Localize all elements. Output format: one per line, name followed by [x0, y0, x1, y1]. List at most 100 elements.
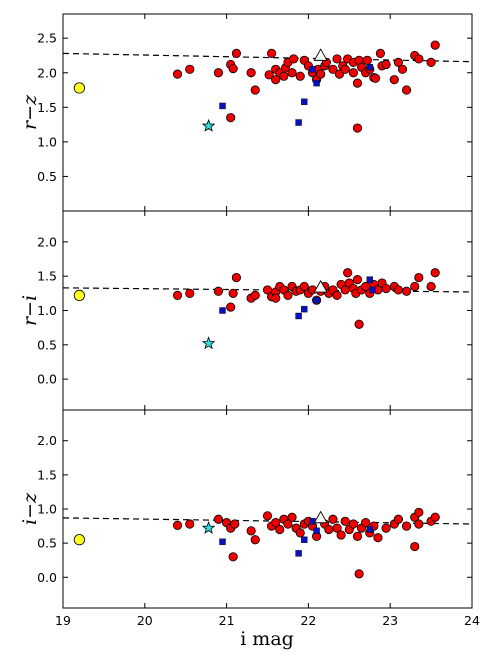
- galaxy-point: [231, 272, 242, 283]
- galaxy-point: [328, 64, 338, 74]
- reference-circle-point: [73, 82, 85, 94]
- galaxy-point: [287, 512, 297, 522]
- square-point: [301, 305, 308, 313]
- square-point: [366, 526, 373, 533]
- galaxy-point: [172, 290, 183, 301]
- galaxy-point: [289, 54, 299, 64]
- y-tick-label: 2.0: [37, 433, 57, 448]
- plot-area: [63, 40, 472, 133]
- galaxy-point: [262, 511, 273, 521]
- panel-1: 0.5 1.0 1.5 2.0 2.5 r−z: [19, 13, 473, 212]
- galaxy-point: [340, 516, 350, 526]
- y-tick-label: 1.0: [37, 134, 57, 149]
- galaxy-point: [246, 68, 256, 78]
- galaxy-point: [172, 69, 183, 79]
- x-tick-label: 23: [382, 613, 398, 628]
- square-point: [219, 102, 226, 110]
- galaxy-point: [414, 272, 424, 283]
- y-tick-label: 1.0: [37, 502, 57, 517]
- galaxy-point: [352, 123, 363, 133]
- galaxy-point: [410, 281, 420, 292]
- galaxy-point: [352, 531, 363, 541]
- galaxy-point: [352, 275, 363, 285]
- y-tick-label: 2.0: [37, 234, 57, 249]
- square-point: [313, 527, 320, 535]
- star-point: [201, 336, 216, 350]
- y-tick-label: 0.5: [37, 536, 57, 551]
- galaxy-point: [348, 68, 358, 78]
- galaxy-point: [348, 519, 358, 529]
- galaxy-point: [185, 288, 195, 298]
- galaxy-point: [264, 70, 274, 80]
- panel-3: 0.0 0.5 1.0 1.5 2.0 19 20 21 22 23 24 i−z: [19, 409, 480, 628]
- galaxy-point: [316, 69, 326, 79]
- galaxy-point: [275, 524, 285, 535]
- galaxy-point: [228, 288, 238, 298]
- x-tick-label: 19: [55, 613, 71, 628]
- square-point: [301, 98, 308, 105]
- galaxy-point: [271, 75, 281, 85]
- galaxy-point: [361, 518, 371, 528]
- galaxy-point: [271, 293, 281, 303]
- square-point: [301, 536, 308, 543]
- y-axis-label: r−z: [19, 94, 41, 130]
- x-tick-label: 20: [137, 613, 153, 628]
- galaxy-point: [426, 57, 436, 67]
- triangle-point: [313, 510, 328, 524]
- galaxy-point: [343, 268, 353, 278]
- galaxy-point: [381, 59, 391, 70]
- galaxy-point: [426, 281, 436, 292]
- galaxy-point: [375, 48, 385, 59]
- square-point: [366, 64, 373, 71]
- square-point: [313, 297, 320, 304]
- galaxy-point: [213, 286, 224, 296]
- galaxy-point: [332, 523, 342, 533]
- x-axis-label: i mag: [240, 628, 294, 650]
- panel-2: 0.0 0.5 1.0 1.5 2.0 r−i: [19, 210, 473, 411]
- galaxy-point: [414, 54, 424, 64]
- x-tick-label: 22: [300, 613, 316, 628]
- y-tick-label: 2.0: [37, 65, 57, 80]
- square-point: [219, 538, 226, 545]
- galaxy-point: [246, 526, 256, 536]
- plot-frame: [62, 409, 473, 609]
- square-point: [369, 286, 376, 294]
- y-tick-label: 0.5: [37, 337, 57, 352]
- galaxy-point: [228, 552, 238, 562]
- galaxy-point: [401, 85, 412, 95]
- galaxy-point: [373, 533, 383, 543]
- galaxy-point: [328, 514, 338, 524]
- y-tick-label: 0.0: [37, 570, 57, 585]
- y-tick-label: 1.0: [37, 303, 57, 318]
- galaxy-point: [381, 523, 391, 533]
- galaxy-point: [172, 520, 183, 530]
- reference-circle-point: [73, 534, 85, 546]
- y-axis-label: r−i: [19, 295, 41, 326]
- y-tick-label: 0.5: [37, 169, 57, 184]
- plot-frame: [62, 210, 473, 411]
- square-point: [309, 518, 316, 525]
- galaxy-point: [230, 519, 240, 529]
- galaxy-point: [185, 519, 195, 529]
- panels: 0.51.01.52.02.5r−z0.00.51.01.52.0r−i0.00…: [19, 13, 480, 628]
- galaxy-point: [393, 57, 403, 67]
- galaxy-point: [283, 290, 293, 301]
- galaxy-point: [430, 40, 440, 50]
- galaxy-point: [287, 68, 297, 78]
- plot-area: [63, 507, 472, 579]
- galaxy-point: [401, 286, 412, 296]
- galaxy-point: [250, 290, 260, 301]
- galaxy-point: [352, 78, 363, 88]
- fit-line: [63, 52, 472, 63]
- y-tick-label: 2.5: [37, 31, 57, 46]
- galaxy-point: [370, 73, 381, 83]
- galaxy-point: [250, 535, 260, 545]
- galaxy-point: [295, 528, 305, 538]
- x-tick-label: 24: [464, 613, 480, 628]
- galaxy-point: [332, 54, 342, 64]
- y-tick-label: 1.5: [37, 100, 57, 115]
- plot-frame: [62, 13, 473, 212]
- galaxy-point: [295, 71, 305, 81]
- reference-circle-point: [73, 289, 85, 302]
- galaxy-point: [381, 283, 391, 294]
